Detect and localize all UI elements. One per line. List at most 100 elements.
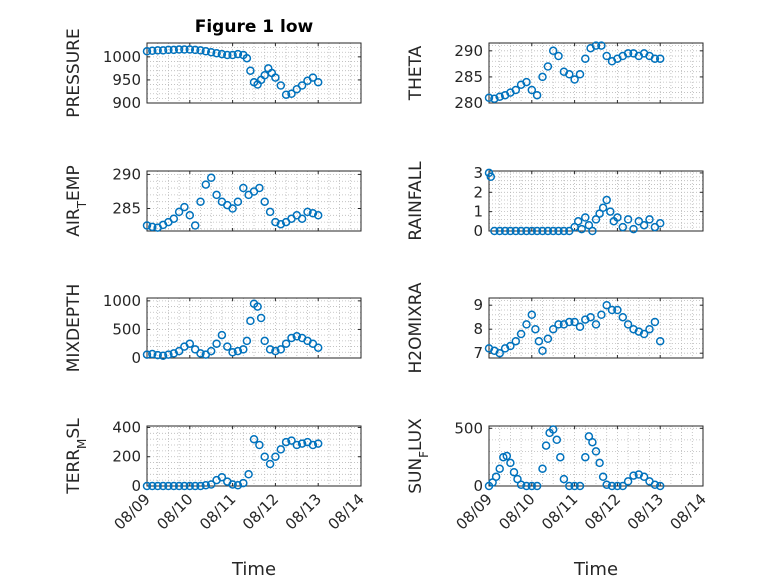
data-point: [292, 440, 302, 450]
data-point: [554, 226, 563, 236]
y-tick-label: 500: [112, 320, 141, 338]
data-point: [228, 348, 237, 357]
data-point: [623, 49, 633, 58]
y-tick-label: 290: [454, 42, 483, 60]
subplot-sun-flux: 0 500 08/09 08/10 08/11 08/12 08/13 08/14 SUNFLU…: [406, 418, 710, 534]
y-tick-label: 280: [454, 94, 483, 112]
data-point: [292, 332, 302, 341]
data-point: [190, 345, 200, 354]
data-point: [169, 214, 179, 223]
data-point: [228, 480, 237, 489]
data-point: [201, 180, 211, 189]
data-point: [233, 481, 243, 490]
data-point: [142, 221, 152, 230]
data-point: [180, 45, 189, 54]
axes-box: [146, 170, 362, 232]
x-tick-label: 08/12: [239, 490, 282, 533]
y-tick-label: 2: [473, 183, 483, 201]
data-point: [153, 46, 162, 55]
data-point: [169, 45, 179, 55]
data-point: [506, 226, 515, 236]
data-point: [534, 336, 544, 346]
y-tick-label: 0: [131, 477, 141, 495]
data-point: [511, 336, 521, 346]
data-point: [313, 77, 323, 87]
data-point: [217, 472, 227, 482]
data-point: [239, 345, 248, 354]
x-tick-label: 08/12: [581, 490, 624, 533]
data-point: [212, 339, 221, 348]
data-point: [265, 207, 275, 217]
data-point: [260, 452, 269, 461]
data-point: [233, 197, 243, 206]
data-point: [623, 477, 633, 486]
data-point: [565, 70, 574, 79]
data-point: [185, 45, 195, 54]
x-tick-label: 08/13: [282, 490, 325, 533]
data-point: [506, 341, 515, 351]
data-point: [543, 334, 553, 344]
data-point: [164, 481, 173, 491]
y-tick-label: 200: [112, 448, 141, 466]
data-point: [153, 481, 162, 491]
y-tick-label: 8: [473, 320, 483, 338]
subplot-mixdepth: 0 500 1000 MIXDEPTH: [64, 284, 362, 373]
data-point: [196, 481, 205, 491]
x-tick-label: 08/09: [111, 490, 154, 533]
data-point: [276, 345, 286, 354]
data-point: [581, 452, 590, 462]
data-point: [607, 481, 617, 491]
data-point: [591, 215, 601, 224]
data-point: [158, 351, 168, 360]
data-point: [575, 70, 585, 79]
y-tick-label: 500: [454, 419, 483, 437]
data-point: [516, 226, 526, 236]
data-point: [531, 324, 540, 334]
data-point: [212, 190, 221, 200]
data-point: [532, 90, 542, 100]
data-point: [206, 346, 216, 356]
x-tick-label: 08/14: [667, 490, 710, 533]
data-point: [206, 480, 216, 489]
data-point: [645, 324, 654, 334]
data-point: [602, 480, 611, 490]
data-point: [618, 481, 628, 491]
data-point: [164, 350, 173, 359]
data-point: [509, 467, 519, 477]
data-point: [500, 226, 510, 236]
data-point: [308, 339, 318, 348]
x-tick-label: 08/13: [624, 490, 667, 533]
data-point: [201, 481, 211, 490]
y-tick-label: 1000: [103, 48, 141, 66]
subplot-pressure: 900 950 1000 PRESSURE: [64, 28, 362, 118]
data-point: [527, 85, 537, 95]
data-point: [598, 472, 608, 482]
data-point: [559, 474, 569, 484]
data-point: [527, 310, 537, 320]
data-point: [559, 226, 569, 236]
y-axis-label: SUNFLUX: [406, 418, 431, 494]
data-point: [538, 72, 547, 82]
y-axis-label: PRESSURE: [64, 28, 84, 117]
data-point: [548, 324, 558, 334]
data-point: [602, 195, 611, 205]
data-point: [148, 46, 157, 56]
data-point: [486, 172, 496, 182]
data-point: [650, 317, 660, 327]
data-point: [239, 478, 248, 488]
data-point: [629, 224, 638, 234]
data-point: [655, 336, 665, 346]
data-point: [271, 217, 280, 227]
y-tick-label: 7: [473, 344, 483, 362]
data-point: [639, 220, 649, 230]
y-axis-label: MIXDEPTH: [64, 284, 84, 373]
data-point: [586, 312, 595, 322]
data-point: [577, 224, 586, 234]
data-point: [650, 480, 660, 490]
data-point: [538, 464, 547, 473]
x-tick-label: 08/10: [495, 490, 538, 533]
y-tick-label: 400: [112, 418, 141, 436]
data-point: [618, 222, 628, 232]
data-point: [308, 209, 318, 218]
data-point: [217, 49, 227, 59]
